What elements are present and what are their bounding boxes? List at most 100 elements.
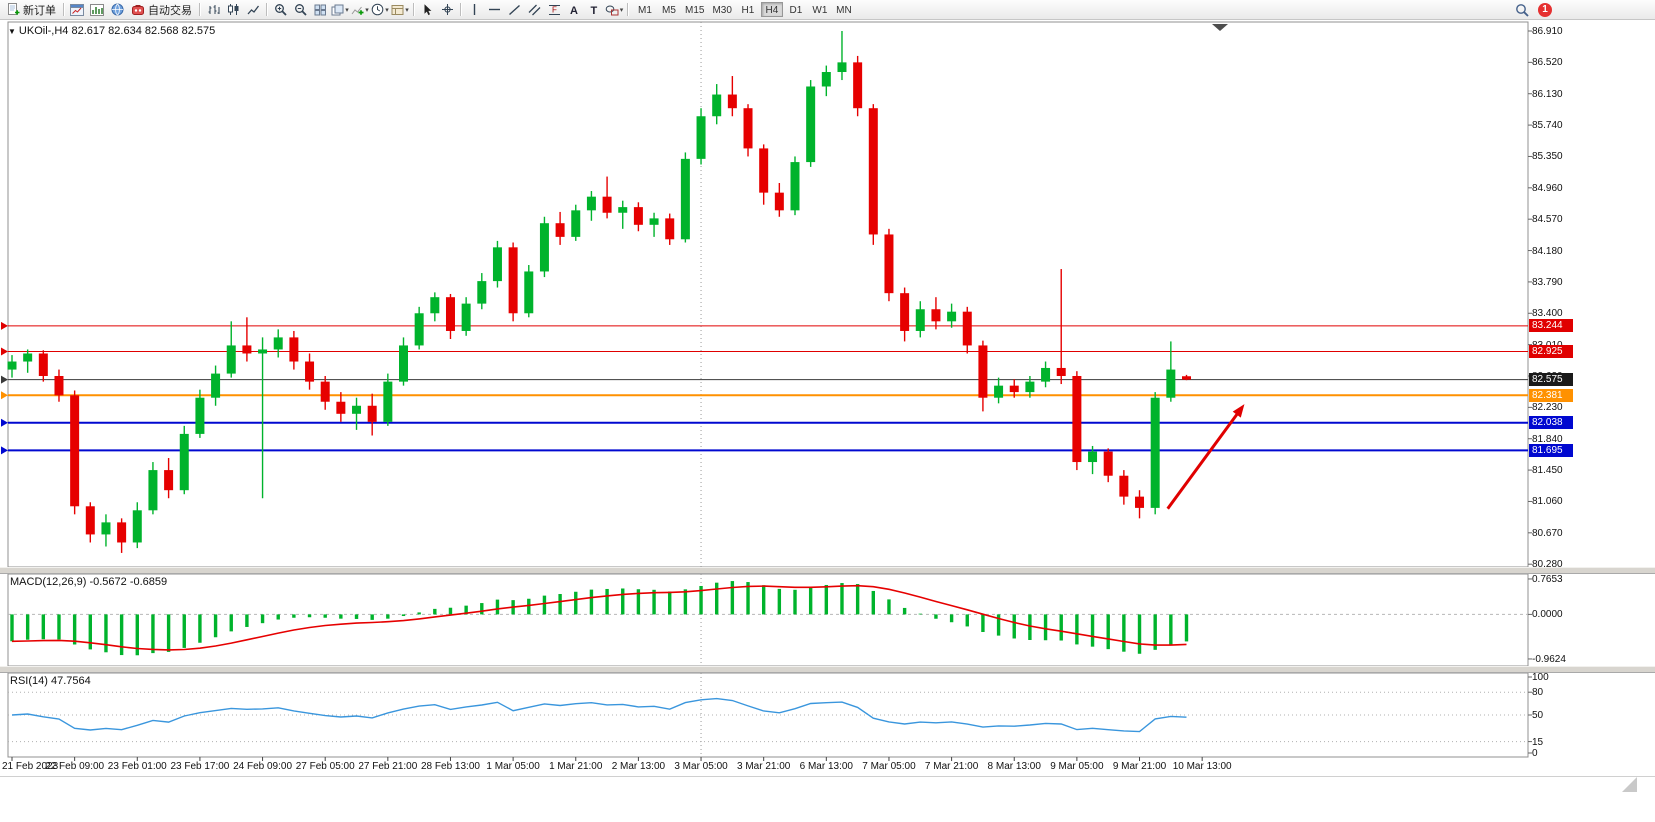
price-badge-83.244[interactable]: 83.244 <box>1529 319 1573 333</box>
chart-title: UKOil-,H4 82.617 82.634 82.568 82.575 <box>18 25 216 37</box>
shapes-icon[interactable]: ▾ <box>604 2 624 18</box>
time-axis-label: 9 Mar 05:00 <box>1050 761 1104 772</box>
one-click-trading-toggle[interactable]: ▼ <box>8 27 16 36</box>
price-badge-82.925[interactable]: 82.925 <box>1529 344 1573 358</box>
rsi-panel-title: RSI(14) 47.7564 <box>10 675 91 687</box>
bar-chart-icon[interactable] <box>203 2 223 18</box>
autotrading-button[interactable]: 自动交易 <box>127 1 196 19</box>
price-badge-82.381[interactable]: 82.381 <box>1529 388 1573 402</box>
timeframe-button-M5[interactable]: M5 <box>662 5 676 16</box>
templates-icon[interactable]: ▾ <box>390 2 410 18</box>
price-axis-label: 82.230 <box>1532 402 1563 414</box>
time-axis-label: 9 Mar 21:00 <box>1112 761 1167 772</box>
price-axis-label: 84.570 <box>1532 214 1563 226</box>
macd-axis-label: 0.7653 <box>1532 573 1563 585</box>
timeframe-button-H1[interactable]: H1 <box>741 5 755 16</box>
time-axis-label: 28 Feb 13:00 <box>421 761 480 772</box>
time-axis-label: 24 Feb 09:00 <box>233 761 293 772</box>
price-axis-label: 85.740 <box>1532 120 1563 132</box>
price-badge-82.575[interactable]: 82.575 <box>1529 373 1573 387</box>
svg-text:A: A <box>570 5 578 16</box>
time-axis-label: 2 Mar 13:00 <box>611 761 666 772</box>
new-order-icon <box>8 3 20 15</box>
panel-splitter[interactable] <box>0 666 1655 673</box>
vertical-line-icon[interactable] <box>464 2 484 18</box>
time-axis-label: 10 Mar 13:00 <box>1172 761 1232 772</box>
timeframe-button-H4[interactable]: H4 <box>760 2 783 17</box>
new-order-button[interactable]: 新订单 <box>3 1 60 19</box>
price-axis-label: 86.520 <box>1532 57 1563 69</box>
price-line-marker <box>1 446 8 455</box>
horizontal-line-icon[interactable] <box>484 2 504 18</box>
price-line-marker <box>1 418 8 427</box>
rsi-axis-label: 80 <box>1532 687 1544 699</box>
fibonacci-icon[interactable]: F <box>544 2 564 18</box>
cursor-icon[interactable] <box>417 2 437 18</box>
price-badge-82.038[interactable]: 82.038 <box>1529 416 1573 430</box>
price-axis-label: 80.280 <box>1532 559 1563 571</box>
panel-splitter[interactable] <box>0 567 1655 574</box>
rsi-panel-area[interactable] <box>8 673 1528 757</box>
timeframe-button-W1[interactable]: W1 <box>812 5 828 16</box>
timeframe-button-M15[interactable]: M15 <box>685 5 705 16</box>
price-axis-label: 86.910 <box>1532 26 1563 37</box>
zoom-in-icon[interactable] <box>270 2 290 18</box>
price-axis-label: 84.180 <box>1532 245 1563 257</box>
main-chart-area[interactable] <box>8 22 1528 567</box>
price-line-marker <box>1 321 8 330</box>
timeframe-button-M30[interactable]: M30 <box>712 5 732 16</box>
timeframe-button-D1[interactable]: D1 <box>789 5 803 16</box>
cascade-windows-icon[interactable]: ▾ <box>330 2 350 18</box>
chevron-down-icon: ▾ <box>619 6 624 14</box>
time-axis-label: 22 Feb 09:00 <box>45 761 105 772</box>
globe-icon[interactable] <box>107 2 127 18</box>
text-tool-icon[interactable]: A <box>564 2 584 18</box>
price-axis-label: 83.400 <box>1532 308 1563 320</box>
rsi-axis-label: 50 <box>1532 710 1544 721</box>
macd-panel-area[interactable] <box>8 574 1528 666</box>
label-tool-icon[interactable]: T <box>584 2 604 18</box>
time-axis-label: 23 Feb 01:00 <box>107 761 167 772</box>
tile-windows-icon[interactable] <box>310 2 330 18</box>
chevron-down-icon: ▾ <box>405 6 409 14</box>
search-icon[interactable] <box>1512 2 1532 18</box>
price-line-marker <box>1 391 8 400</box>
trendline-icon[interactable] <box>504 2 524 18</box>
add-indicator-icon[interactable]: ▾ <box>350 2 370 18</box>
notification-badge[interactable]: 1 <box>1538 3 1552 17</box>
time-axis-label: 27 Feb 05:00 <box>295 761 355 772</box>
price-axis-label: 81.450 <box>1532 465 1563 477</box>
toolbar-right-group: 1 <box>1512 2 1552 18</box>
price-axis-label: 86.130 <box>1532 88 1563 100</box>
time-axis-label: 27 Feb 21:00 <box>358 761 418 772</box>
channel-icon[interactable] <box>524 2 544 18</box>
autotrading-label: 自动交易 <box>148 4 192 17</box>
timeframe-button-M1[interactable]: M1 <box>638 5 652 16</box>
price-axis-label: 80.670 <box>1532 527 1563 539</box>
price-badge-81.695[interactable]: 81.695 <box>1529 443 1573 457</box>
time-axis-label: 1 Mar 05:00 <box>486 761 540 772</box>
rsi-axis-label: 100 <box>1532 672 1549 683</box>
timeframe-button-MN[interactable]: MN <box>836 5 852 16</box>
charts-window-icon[interactable] <box>67 2 87 18</box>
toolbar-separator <box>413 3 414 16</box>
resize-grip-icon[interactable] <box>1622 777 1637 792</box>
periods-clock-icon[interactable]: ▾ <box>370 2 390 18</box>
rsi-axis-label: 15 <box>1532 736 1544 748</box>
chevron-down-icon: ▾ <box>345 6 349 14</box>
price-axis-label: 83.790 <box>1532 276 1563 288</box>
macd-axis-label: -0.9624 <box>1532 653 1566 665</box>
chevron-down-icon: ▾ <box>365 6 369 14</box>
candlestick-chart-icon[interactable] <box>223 2 243 18</box>
time-axis-label: 3 Mar 21:00 <box>736 761 791 772</box>
time-axis-label: 23 Feb 17:00 <box>170 761 230 772</box>
time-axis-label: 21 Feb 2023 <box>2 761 59 772</box>
crosshair-icon[interactable] <box>437 2 457 18</box>
price-axis-label: 85.350 <box>1532 151 1563 163</box>
timeframe-toolbar: M1 M5 M15 M30 H1 H4 D1 W1 MN <box>633 2 856 17</box>
zoom-out-icon[interactable] <box>290 2 310 18</box>
toolbar-separator <box>266 3 267 16</box>
market-watch-icon[interactable] <box>87 2 107 18</box>
line-chart-icon[interactable] <box>243 2 263 18</box>
